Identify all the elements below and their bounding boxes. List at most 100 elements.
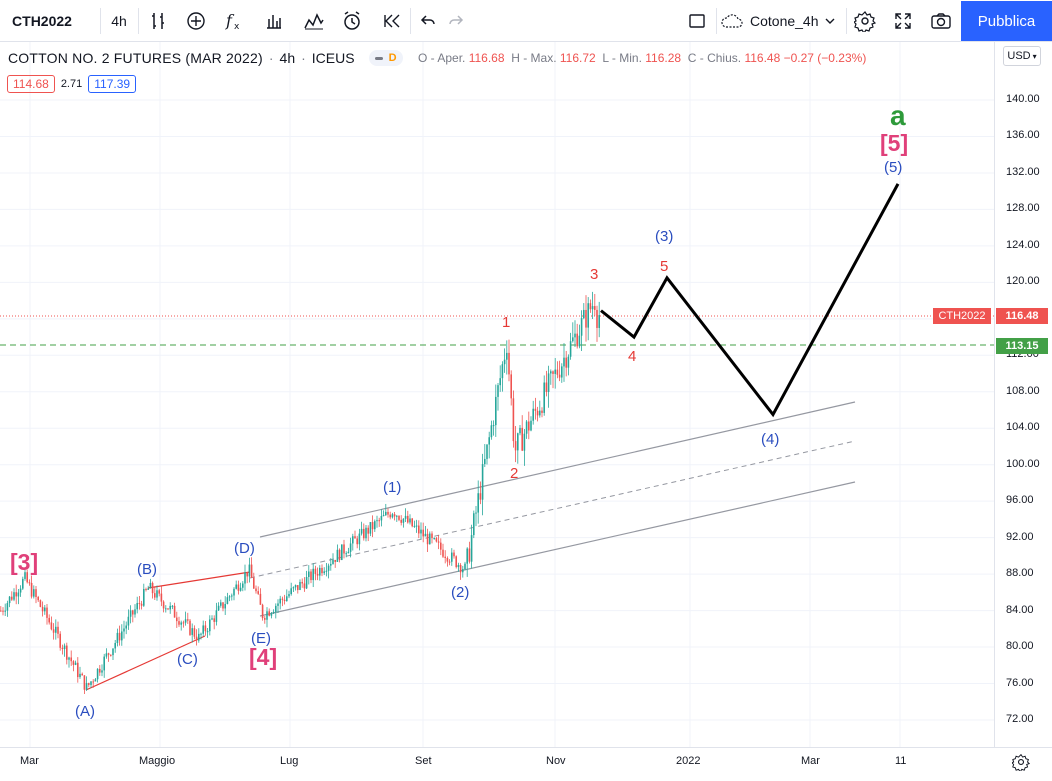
undo-icon[interactable]	[412, 0, 444, 42]
candle-body	[13, 592, 15, 600]
candle-body	[261, 604, 264, 619]
buy-price-box[interactable]: 117.39	[88, 75, 137, 93]
candle-body	[387, 511, 389, 515]
candle-body	[365, 527, 367, 539]
candle-body	[160, 593, 163, 602]
wave-label-5: (5)	[884, 159, 903, 176]
candle-body	[173, 605, 176, 618]
candle-body	[382, 515, 385, 517]
candle-body	[468, 548, 471, 562]
candle-body	[63, 645, 66, 650]
price-axis-label: 136.00	[1006, 129, 1040, 142]
snapshot-camera-icon[interactable]	[924, 0, 958, 42]
price-axis-label: 128.00	[1006, 202, 1040, 215]
candle-body	[440, 542, 442, 550]
price-axis-label: 96.00	[1006, 494, 1034, 507]
candle-body	[15, 592, 17, 597]
redo-icon[interactable]	[440, 0, 472, 42]
low-label: L - Min.	[602, 51, 642, 65]
candle-body	[176, 617, 178, 622]
candle-body	[486, 444, 488, 459]
templates-icon[interactable]	[258, 0, 290, 42]
candle-body	[393, 514, 396, 517]
candle-body	[140, 603, 143, 606]
candle-body	[506, 352, 508, 360]
candle-body	[343, 544, 345, 554]
candle-body	[363, 528, 365, 539]
candle-body	[8, 596, 11, 604]
candle-body	[495, 396, 497, 426]
candle-body	[492, 425, 495, 427]
candle-body	[488, 437, 490, 445]
candle-body	[396, 515, 398, 517]
candle-body	[413, 525, 416, 527]
candle-body	[565, 357, 567, 368]
candle-body	[279, 598, 281, 604]
wave-label-minor-4: 4	[628, 348, 637, 365]
price-axis-label: 108.00	[1006, 384, 1040, 397]
candle-body	[22, 578, 24, 589]
candle-body	[356, 538, 358, 545]
candle-body	[136, 603, 138, 610]
currency-selector[interactable]: USD ▾	[1003, 46, 1041, 66]
select-layout-icon[interactable]	[680, 0, 714, 42]
candle-body	[2, 610, 4, 612]
candle-body	[57, 626, 59, 634]
axis-settings-gear-icon[interactable]	[1011, 753, 1031, 776]
candle-body	[147, 588, 149, 590]
candle-body	[389, 514, 391, 518]
symbol-search-button[interactable]: CTH2022	[12, 13, 72, 29]
candle-body	[305, 576, 308, 589]
candle-body	[202, 625, 204, 634]
candle-body	[50, 622, 53, 630]
interval-button[interactable]: 4h	[111, 13, 127, 29]
candle-body	[189, 620, 191, 635]
candle-body	[132, 610, 134, 615]
candle-body	[55, 626, 57, 633]
publish-button[interactable]: Pubblica	[961, 1, 1052, 41]
candle-body	[294, 585, 297, 588]
compare-add-icon[interactable]	[180, 0, 212, 42]
candle-body	[374, 521, 376, 530]
chevron-down-icon	[825, 18, 835, 24]
candle-body	[431, 533, 433, 539]
candle-body	[44, 607, 46, 612]
candle-body	[497, 385, 499, 397]
candle-body	[266, 611, 268, 620]
candle-body	[127, 616, 130, 626]
candle-body	[477, 493, 479, 513]
candle-body	[134, 609, 136, 615]
settings-gear-icon[interactable]	[848, 0, 882, 42]
delayed-badge[interactable]: D	[368, 50, 403, 66]
layout-name-button[interactable]: Cotone_4h	[720, 0, 844, 42]
candle-body	[182, 622, 185, 624]
candle-body	[475, 512, 477, 514]
candle-body	[479, 493, 482, 500]
candle-body	[332, 559, 334, 564]
chart-canvas[interactable]	[0, 42, 994, 747]
candle-body	[244, 572, 246, 584]
candle-body	[125, 625, 127, 629]
candle-body	[46, 607, 48, 618]
replay-chart-icon[interactable]	[298, 0, 330, 42]
time-label: Set	[415, 755, 432, 767]
fullscreen-icon[interactable]	[886, 0, 920, 42]
time-axis[interactable]	[0, 747, 1052, 781]
sell-price-box[interactable]: 114.68	[7, 75, 55, 93]
rewind-icon[interactable]	[376, 0, 408, 42]
candle-body	[567, 356, 570, 368]
candle-body	[26, 572, 28, 583]
candle-body	[354, 536, 356, 539]
price-axis-label: 72.00	[1006, 713, 1034, 725]
candle-body	[138, 603, 141, 605]
alert-clock-icon[interactable]	[336, 0, 368, 42]
candle-body	[198, 633, 200, 641]
candle-body	[226, 597, 229, 604]
candle-body	[563, 357, 565, 367]
candle-body	[151, 582, 154, 594]
price-axis-label: 88.00	[1006, 567, 1034, 580]
candle-body	[99, 668, 101, 673]
chart-style-icon[interactable]	[142, 0, 174, 42]
